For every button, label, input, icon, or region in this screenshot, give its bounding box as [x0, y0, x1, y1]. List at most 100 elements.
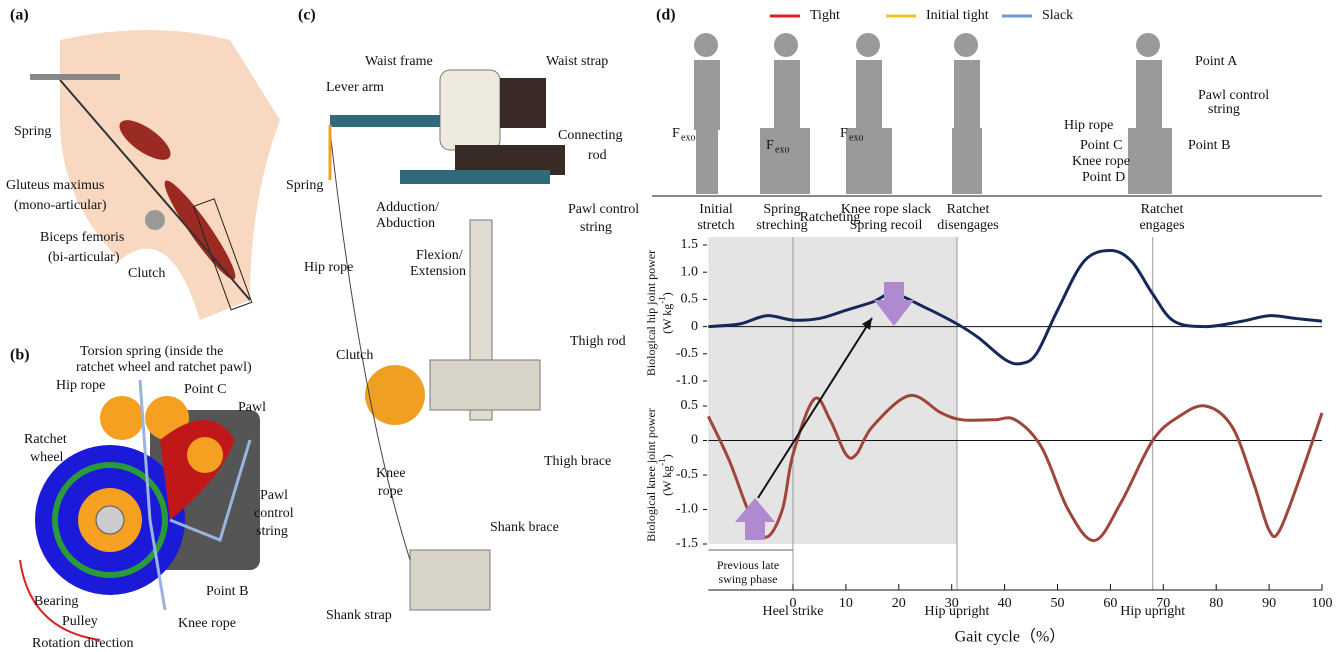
x-tick-label: 0 [790, 596, 797, 611]
unit-part: ) [660, 454, 674, 458]
label: Hip rope [56, 378, 105, 393]
x-tick-label: 50 [1051, 596, 1065, 611]
y-tick-label: 0 [691, 433, 698, 448]
label: Biceps femoris [40, 230, 124, 245]
y-axis-label: Biological hip joint power [644, 250, 658, 376]
label: wheel [30, 450, 64, 465]
label: Waist strap [546, 54, 608, 69]
label: Knee rope [178, 616, 236, 631]
label: Pawl control [568, 202, 639, 217]
label: Ratchet [24, 432, 67, 447]
label: Spring [14, 124, 51, 139]
label: control [254, 506, 294, 521]
phase-shade [708, 237, 957, 544]
x-tick-label: 100 [1312, 596, 1333, 611]
x-tick-label: 20 [892, 596, 906, 611]
unit-part: ) [660, 292, 674, 296]
y-tick-label: -0.5 [676, 467, 698, 482]
label: (b) [10, 347, 30, 364]
label: Pawl [238, 400, 266, 415]
label: Gait cycle（%） [955, 628, 1066, 646]
label: Rotation direction [32, 636, 133, 651]
label: F [766, 138, 774, 153]
label: Pawl control [1198, 88, 1269, 103]
label: Hip rope [304, 260, 353, 275]
label: (bi-articular) [48, 250, 120, 265]
y-tick-label: -1.5 [676, 536, 698, 551]
y-axis-label: Biological knee joint power [644, 408, 658, 542]
label: Point C [184, 382, 226, 397]
label: Gluteus maximus [6, 178, 104, 193]
label: Hip upright [1120, 604, 1185, 619]
y-axis-unit: (W kg-1) [657, 292, 674, 334]
label: Bearing [34, 594, 78, 609]
y-tick-label: -1.0 [676, 502, 698, 517]
label: Knee rope [1072, 154, 1130, 169]
plot: 1.5 1.0 0.5 0 -0.5 -1.0 Biological hip joint p… [644, 237, 1333, 611]
x-tick-label: 90 [1262, 596, 1276, 611]
label: Pawl [260, 488, 288, 503]
label: swing phase [719, 572, 778, 586]
label: Shank strap [326, 608, 392, 623]
label: Slack [1042, 8, 1073, 23]
label: Spring [763, 202, 800, 217]
y-tick-label: 0.5 [681, 398, 699, 413]
label: Connecting [558, 128, 623, 143]
label: engages [1139, 218, 1184, 233]
x-tick-label: 40 [998, 596, 1012, 611]
x-tick-label: 30 [945, 596, 959, 611]
label: Lever arm [326, 80, 384, 95]
label: Torsion spring (inside the [80, 344, 223, 359]
label: Point C [1080, 138, 1122, 153]
label: Initial tight [926, 8, 989, 23]
unit-part: -1 [657, 296, 667, 304]
label: Point B [1188, 138, 1230, 153]
label: F [672, 126, 680, 141]
label: string [256, 524, 288, 539]
y-tick-label: 0 [691, 319, 698, 334]
label: Previous late [717, 558, 779, 572]
label: Knee rope slack [841, 202, 931, 217]
label: disengages [937, 218, 998, 233]
label: Clutch [128, 266, 165, 281]
label: F [840, 126, 848, 141]
label: Ratchet [1141, 202, 1184, 217]
label: exo [775, 144, 789, 155]
label: Tight [810, 8, 840, 23]
y-tick-label: -1.0 [676, 373, 698, 388]
x-tick-label: 70 [1156, 596, 1170, 611]
label: string [580, 220, 612, 235]
label: Initial [699, 202, 733, 217]
label: (d) [656, 7, 676, 24]
label: Thigh rod [570, 334, 626, 349]
label: Abduction [376, 216, 435, 231]
unit-part: (W kg [660, 466, 674, 496]
figure: (a)(b)(c)(d)SpringGluteus maximus(mono-a… [0, 0, 1340, 652]
label: ratchet wheel and ratchet pawl) [76, 360, 252, 375]
label: (mono-articular) [14, 198, 107, 213]
x-tick-label: 10 [839, 596, 853, 611]
label: Ratchet [947, 202, 990, 217]
label: Waist frame [365, 54, 433, 69]
label: Hip rope [1064, 118, 1113, 133]
y-tick-label: 1.0 [681, 264, 699, 279]
label: Thigh brace [544, 454, 611, 469]
label: Extension [410, 264, 466, 279]
label: string [1208, 102, 1240, 117]
unit-part: (W kg [660, 304, 674, 334]
label: rod [588, 148, 607, 163]
label: Flexion/ [416, 248, 463, 263]
label: (c) [298, 7, 316, 24]
label: Adduction/ [376, 200, 439, 215]
label: Point A [1195, 54, 1238, 69]
label: Point D [1082, 170, 1125, 185]
label: Spring recoil [850, 218, 923, 233]
y-tick-label: 1.5 [681, 237, 699, 252]
y-tick-label: 0.5 [681, 292, 699, 307]
label: Spring [286, 178, 323, 193]
label: Point B [206, 584, 248, 599]
label: Knee [376, 466, 406, 481]
label: Pulley [62, 614, 98, 629]
unit-part: -1 [657, 458, 667, 466]
y-tick-label: -0.5 [676, 346, 698, 361]
